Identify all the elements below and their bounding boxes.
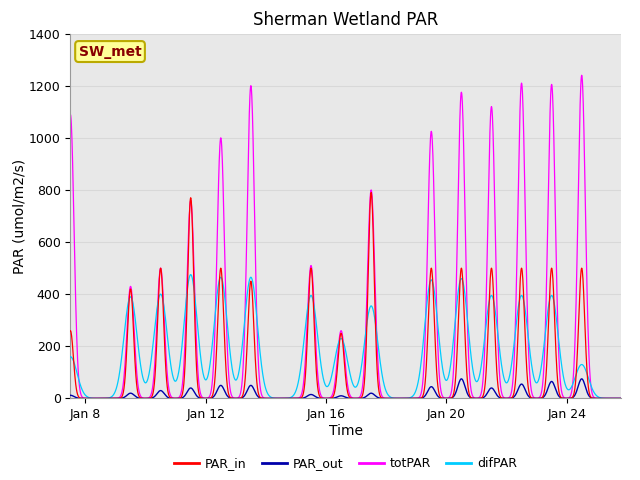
X-axis label: Time: Time [328,424,363,438]
Text: SW_met: SW_met [79,45,141,59]
Legend: PAR_in, PAR_out, totPAR, difPAR: PAR_in, PAR_out, totPAR, difPAR [169,452,522,475]
Title: Sherman Wetland PAR: Sherman Wetland PAR [253,11,438,29]
Y-axis label: PAR (umol/m2/s): PAR (umol/m2/s) [12,158,26,274]
